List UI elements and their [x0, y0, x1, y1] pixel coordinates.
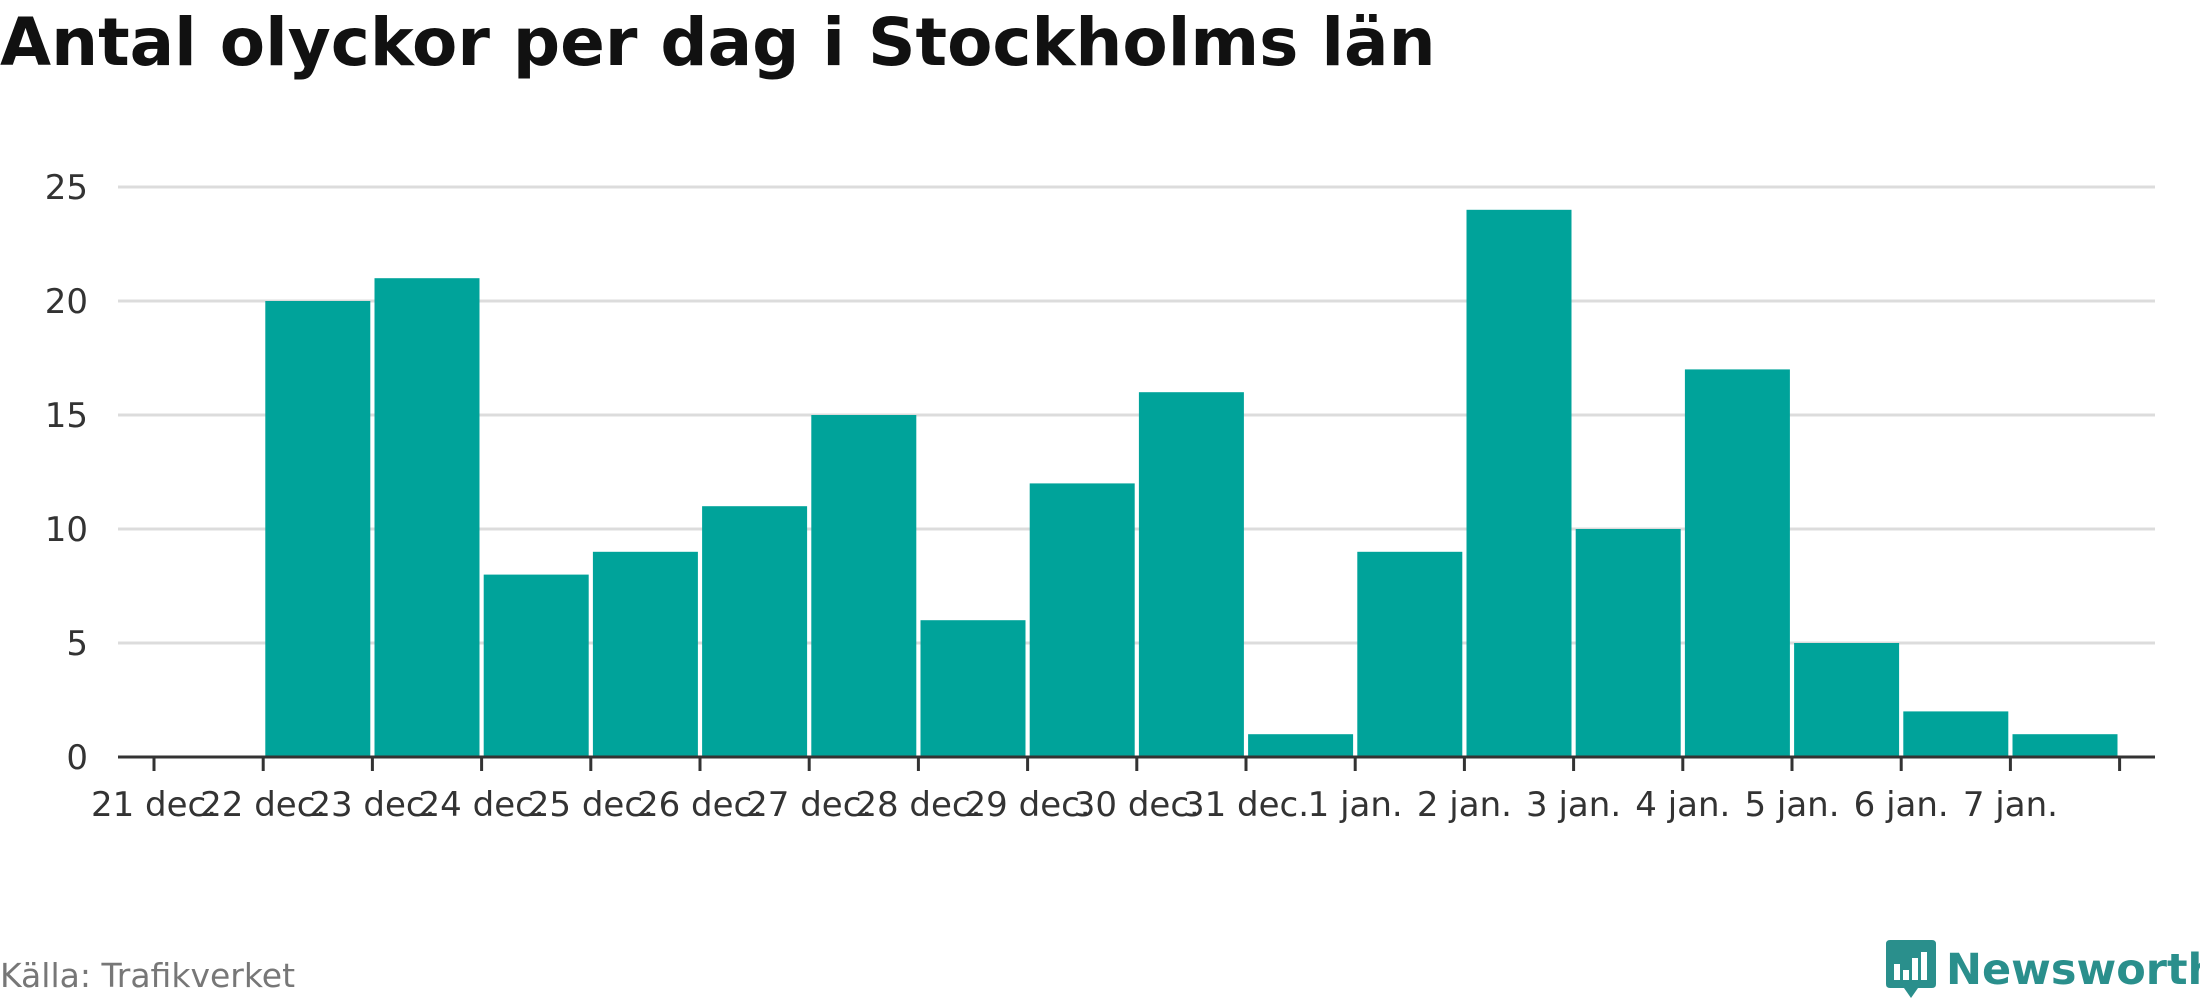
- chart-title: Antal olyckor per dag i Stockholms län: [0, 4, 1436, 81]
- bar: [1903, 711, 2009, 757]
- x-axis: [118, 755, 2155, 771]
- bar: [1029, 483, 1135, 757]
- bar: [811, 415, 917, 757]
- bar: [2012, 734, 2118, 757]
- x-tick-label: 29 dec.: [965, 785, 1091, 825]
- bar: [265, 301, 371, 757]
- bar: [1466, 209, 1572, 758]
- bar: [1575, 529, 1681, 757]
- bar: [920, 620, 1026, 757]
- x-tick-label: 4 jan.: [1635, 785, 1730, 825]
- bars: [265, 209, 2118, 758]
- x-tick-label: 26 dec.: [637, 785, 763, 825]
- bar: [1794, 643, 1900, 757]
- x-tick-label: 27 dec.: [746, 785, 872, 825]
- x-tick-label: 25 dec.: [528, 785, 654, 825]
- x-tick-label: 28 dec.: [855, 785, 981, 825]
- x-tick-label: 23 dec.: [309, 785, 435, 825]
- y-tick-label: 20: [45, 282, 88, 322]
- bar: [374, 278, 480, 757]
- bar: [1138, 392, 1244, 757]
- x-tick-label: 2 jan.: [1417, 785, 1512, 825]
- x-tick-label: 5 jan.: [1744, 785, 1839, 825]
- x-tick-label: 21 dec.: [91, 785, 217, 825]
- y-tick-label: 25: [45, 168, 88, 208]
- x-tick-label: 24 dec.: [419, 785, 545, 825]
- x-tick-label: 3 jan.: [1526, 785, 1621, 825]
- brand-name: Newsworthy: [1946, 945, 2200, 995]
- newsworthy-logo-icon: [1886, 940, 1936, 998]
- tick-labels: 0 5 10 15 20 25 21 dec.22 dec.23 dec.24 dec.25…: [45, 168, 2058, 825]
- x-tick-label: 22 dec.: [200, 785, 326, 825]
- bar: [702, 506, 808, 757]
- bar: [1248, 734, 1354, 757]
- source-note: Källa: Trafikverket: [0, 956, 296, 995]
- x-tick-label: 7 jan.: [1963, 785, 2058, 825]
- bar: [483, 574, 589, 757]
- bar: [1684, 369, 1790, 757]
- y-tick-label: 10: [45, 510, 88, 550]
- x-tick-label: 31 dec.: [1183, 785, 1309, 825]
- x-tick-label: 30 dec.: [1074, 785, 1200, 825]
- x-tick-label: 1 jan.: [1308, 785, 1403, 825]
- bar: [592, 551, 698, 757]
- bar: [1357, 551, 1463, 757]
- x-tick-label: 6 jan.: [1854, 785, 1949, 825]
- brand-logo: Newsworthy: [1886, 938, 2200, 1002]
- bar-chart: 0 5 10 15 20 25 21 dec.22 dec.23 dec.24 dec.25…: [45, 168, 2155, 825]
- y-tick-label: 5: [66, 624, 88, 664]
- y-tick-label: 15: [45, 396, 88, 436]
- y-tick-label: 0: [66, 738, 88, 778]
